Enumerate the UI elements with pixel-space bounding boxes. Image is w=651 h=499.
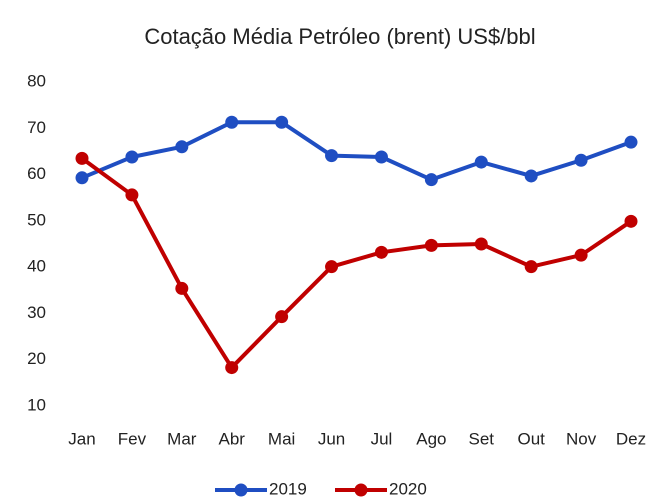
y-tick-label: 50 [27,210,46,229]
data-point [125,188,139,202]
x-tick-label: Jul [371,429,393,448]
data-point [175,140,189,154]
data-point [474,155,488,169]
y-tick-label: 40 [27,257,46,276]
data-point [524,260,538,274]
x-tick-label: Out [517,429,545,448]
y-tick-label: 10 [27,395,46,414]
series-line [81,120,632,182]
data-point [75,171,89,185]
x-tick-label: Nov [566,429,597,448]
data-point [275,310,289,324]
legend-marker [354,483,368,497]
x-tick-label: Set [469,429,495,448]
data-point [474,237,488,251]
data-point [125,150,139,164]
y-tick-label: 30 [27,303,46,322]
x-tick-label: Jan [68,429,95,448]
y-tick-label: 60 [27,164,46,183]
data-point [574,248,588,262]
data-point [175,281,189,295]
series-line [80,156,633,370]
data-point [374,245,388,259]
data-point [225,115,239,129]
data-point [325,149,339,163]
data-point [424,173,438,187]
data-point [524,169,538,183]
data-point [275,115,289,129]
x-tick-label: Mai [268,429,295,448]
data-point [624,214,638,228]
y-tick-label: 80 [27,71,46,90]
data-point [374,150,388,164]
data-point [624,135,638,149]
x-tick-label: Abr [218,429,245,448]
x-tick-label: Ago [416,429,446,448]
data-point [574,153,588,167]
y-tick-label: 70 [27,118,46,137]
legend-label: 2020 [389,479,427,498]
data-point [75,151,89,165]
legend-label: 2019 [269,479,307,498]
x-tick-label: Fev [118,429,147,448]
x-tick-label: Dez [616,429,646,448]
x-tick-label: Jun [318,429,345,448]
chart-title: Cotação Média Petróleo (brent) US$/bbl [144,24,535,49]
data-point [424,238,438,252]
legend-marker [234,483,248,497]
data-point [325,260,339,274]
y-tick-label: 20 [27,349,46,368]
data-point [225,361,239,375]
x-tick-label: Mar [167,429,197,448]
